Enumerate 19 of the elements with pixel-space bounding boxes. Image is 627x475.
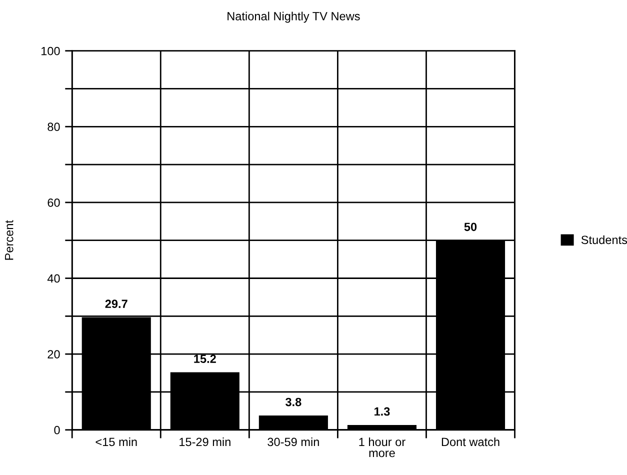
x-tick-label: 1 hour or more <box>359 437 406 458</box>
y-tick-label: 40 <box>47 274 60 283</box>
y-tick-label: 60 <box>48 198 60 207</box>
chart-title: National Nightly TV News <box>228 12 360 23</box>
y-tick-label: 100 <box>42 46 60 56</box>
y-tick-label: 0 <box>54 426 60 434</box>
data-label: 3.8 <box>286 398 302 406</box>
data-label: 29.7 <box>105 300 128 308</box>
y-tick-label: 20 <box>48 350 60 358</box>
x-tick-label: 15-29 min <box>180 437 230 446</box>
data-label: 50 <box>464 222 477 232</box>
data-label: 15.2 <box>194 354 216 363</box>
x-tick-label: Dont watch <box>442 437 500 446</box>
data-label: 1.3 <box>374 407 390 416</box>
x-tick-label: 30-59 min <box>268 437 319 446</box>
x-tick-label: <15 min <box>96 437 137 446</box>
legend-label: Students <box>581 235 627 244</box>
y-tick-label: 80 <box>48 122 60 132</box>
y-axis-title: Percent <box>5 220 14 260</box>
